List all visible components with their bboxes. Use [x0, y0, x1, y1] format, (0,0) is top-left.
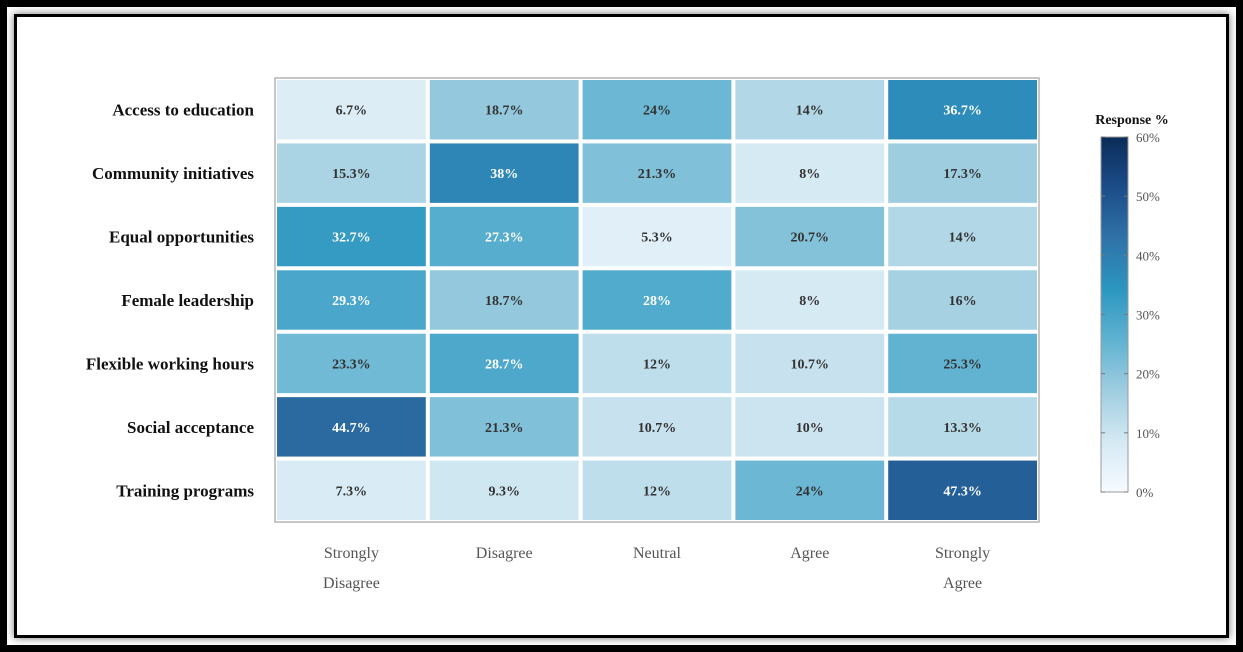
row-labels: Access to education Community initiatives…: [86, 101, 255, 501]
cell-value-label: 18.7%: [485, 294, 524, 309]
cell-value-label: 8%: [799, 167, 820, 182]
cell-value-label: 15.3%: [332, 167, 371, 182]
heatmap-cell: [735, 333, 885, 394]
row-label: Access to education: [112, 101, 254, 120]
heatmap-cell: [888, 143, 1037, 203]
colorbar-tick-label: 10%: [1136, 426, 1160, 441]
cell-value-label: 17.3%: [943, 167, 982, 182]
heatmap-cells: 6.7% 18.7% 24% 14% 36.7% 15.3% 38% 21.3% 8% 17.3%…: [277, 80, 1037, 520]
heatmap-cell: [888, 80, 1037, 140]
heatmap-cell: [277, 333, 426, 394]
heatmap-cell: [277, 270, 426, 330]
heatmap-cell: [735, 80, 885, 140]
heatmap-cell: [429, 270, 579, 330]
cell-value-label: 44.7%: [332, 421, 371, 436]
cell-value-label: 12%: [643, 357, 671, 372]
column-label: Agree: [790, 545, 829, 562]
cell-value-label: 38%: [490, 167, 518, 182]
column-label: Strongly Disagree: [323, 545, 380, 592]
cell-value-label: 20.7%: [791, 231, 830, 246]
row-label: Community initiatives: [92, 164, 254, 183]
colorbar-tick-label: 20%: [1136, 367, 1160, 382]
heatmap-cell: [429, 333, 579, 394]
cell-value-label: 24%: [643, 104, 671, 119]
column-label: Strongly Agree: [935, 545, 990, 592]
cell-value-label: 29.3%: [332, 294, 371, 309]
heatmap-cell: [735, 143, 885, 203]
cell-value-label: 14%: [949, 231, 977, 246]
colorbar-tick-label: 50%: [1136, 189, 1160, 204]
heatmap-cell: [277, 206, 426, 267]
colorbar-tick-label: 40%: [1136, 248, 1160, 263]
heatmap-cell: [277, 143, 426, 203]
heatmap-cell: [735, 270, 885, 330]
heatmap-cell: [277, 460, 426, 520]
cell-value-label: 14%: [796, 104, 824, 119]
heatmap-cell: [277, 397, 426, 457]
heatmap-cell: [429, 80, 579, 140]
cell-value-label: 8%: [799, 294, 820, 309]
heatmap-cell: [429, 143, 579, 203]
cell-value-label: 28.7%: [485, 357, 524, 372]
heatmap-cell: [888, 397, 1037, 457]
cell-value-label: 23.3%: [332, 357, 371, 372]
cell-value-label: 7.3%: [336, 484, 368, 499]
colorbar-title: Response %: [1095, 113, 1169, 128]
heatmap-cell: [888, 270, 1037, 330]
cell-value-label: 10.7%: [791, 357, 830, 372]
cell-value-label: 6.7%: [336, 104, 368, 119]
row-label: Flexible working hours: [86, 354, 255, 373]
heatmap-cell: [429, 460, 579, 520]
cell-value-label: 10.7%: [638, 421, 677, 436]
cell-value-label: 21.3%: [485, 421, 524, 436]
heatmap-cell: [429, 397, 579, 457]
cell-value-label: 13.3%: [943, 421, 982, 436]
heatmap-cell: [888, 460, 1037, 520]
heatmap-cell: [582, 397, 732, 457]
heatmap-cell: [582, 143, 732, 203]
cell-value-label: 21.3%: [638, 167, 677, 182]
heatmap-cell: [582, 80, 732, 140]
cell-value-label: 47.3%: [943, 484, 982, 499]
cell-value-label: 27.3%: [485, 231, 524, 246]
cell-value-label: 36.7%: [943, 104, 982, 119]
cell-value-label: 25.3%: [943, 357, 982, 372]
cell-value-label: 10%: [796, 421, 824, 436]
heatmap-cell: [582, 206, 732, 267]
heatmap-cell: [735, 206, 885, 267]
heatmap-cell: [277, 80, 426, 140]
row-label: Equal opportunities: [109, 228, 254, 247]
colorbar-tick-label: 0%: [1136, 485, 1154, 500]
cell-value-label: 5.3%: [641, 231, 673, 246]
cell-value-label: 9.3%: [488, 484, 520, 499]
plot-border: [274, 77, 1040, 523]
column-label: Disagree: [476, 545, 533, 562]
cell-value-label: 32.7%: [332, 231, 371, 246]
heatmap-cell: [429, 206, 579, 267]
cell-value-label: 28%: [643, 294, 671, 309]
heatmap-cell: [735, 460, 885, 520]
heatmap-cell: [582, 333, 732, 394]
cell-value-label: 16%: [949, 294, 977, 309]
cell-value-label: 18.7%: [485, 104, 524, 119]
row-label: Social acceptance: [127, 418, 254, 437]
heatmap-cell: [582, 270, 732, 330]
colorbar-legend: Response % 0% 10% 20% 30% 40% 50% 60%: [1095, 113, 1169, 500]
colorbar-tick-label: 60%: [1136, 130, 1160, 145]
colorbar: [1100, 136, 1129, 493]
column-labels: Strongly Disagree Disagree Neutral Agree Stro…: [323, 545, 990, 592]
cell-value-label: 24%: [796, 484, 824, 499]
inner-frame: [14, 14, 1229, 638]
row-label: Female leadership: [121, 291, 254, 310]
heatmap-cell: [888, 206, 1037, 267]
colorbar-tick-label: 30%: [1136, 308, 1160, 323]
heatmap-cell: [735, 397, 885, 457]
row-label: Training programs: [116, 481, 254, 500]
column-label: Neutral: [633, 545, 682, 562]
heatmap-cell: [582, 460, 732, 520]
heatmap-cell: [888, 333, 1037, 394]
cell-value-label: 12%: [643, 484, 671, 499]
